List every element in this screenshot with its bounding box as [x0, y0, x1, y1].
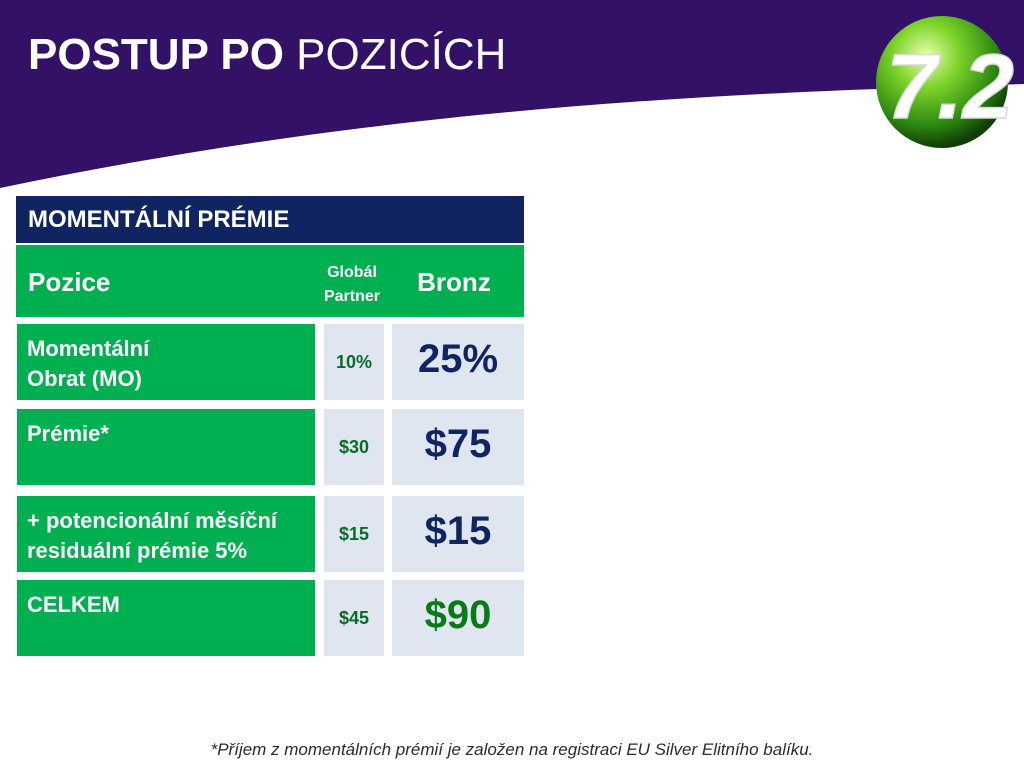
- column-bronze: Bronz: [417, 267, 491, 297]
- title-bold: POSTUP PO: [28, 30, 284, 79]
- row-global-partner-value: $30: [324, 409, 384, 485]
- table-row-bonus: Prémie* $30 $75: [16, 409, 526, 485]
- row-label-line2: Obrat (MO): [27, 366, 142, 391]
- row-label-line1: + potencionální měsíční: [27, 508, 278, 533]
- table-heading: MOMENTÁLNÍ PRÉMIE: [16, 196, 524, 243]
- row-label: CELKEM: [17, 580, 315, 656]
- table-column-header: Pozice Globál Partner Bronz: [16, 245, 524, 317]
- row-global-partner-value: $45: [324, 580, 384, 656]
- logo-text: 7.2: [886, 36, 1014, 138]
- column-position: Pozice: [28, 267, 111, 297]
- page-title: POSTUP PO POZICÍCH: [28, 30, 506, 80]
- row-label-line1: CELKEM: [27, 592, 120, 617]
- row-label-line1: Momentální: [27, 336, 150, 361]
- table-row-residual: + potencionální měsíční residuální prémi…: [16, 496, 526, 572]
- column-global-partner-line2: Partner: [323, 288, 381, 305]
- row-bronze-value: $15: [392, 496, 524, 572]
- column-global-partner-line1: Globál: [327, 264, 377, 281]
- footnote: *Příjem z momentálních prémií je založen…: [210, 740, 814, 759]
- row-bronze-value: $90: [392, 580, 524, 656]
- column-global-partner: Globál Partner: [316, 261, 388, 309]
- row-bronze-value: 25%: [392, 324, 524, 400]
- title-rest: POZICÍCH: [296, 30, 507, 79]
- row-label: Momentální Obrat (MO): [17, 324, 315, 400]
- row-label-line2: residuální prémie 5%: [27, 538, 248, 563]
- green-globe-logo-icon: 7.2: [876, 16, 1015, 148]
- table-row-total: CELKEM $45 $90: [16, 580, 526, 656]
- header-band: [0, 0, 1024, 188]
- row-bronze-value: $75: [392, 409, 524, 485]
- row-label: Prémie*: [17, 409, 315, 485]
- row-label: + potencionální měsíční residuální prémi…: [17, 496, 315, 572]
- row-global-partner-value: $15: [324, 496, 384, 572]
- table-row-turnover: Momentální Obrat (MO) 10% 25%: [16, 324, 526, 400]
- row-global-partner-value: 10%: [324, 324, 384, 400]
- row-label-line1: Prémie*: [27, 421, 109, 446]
